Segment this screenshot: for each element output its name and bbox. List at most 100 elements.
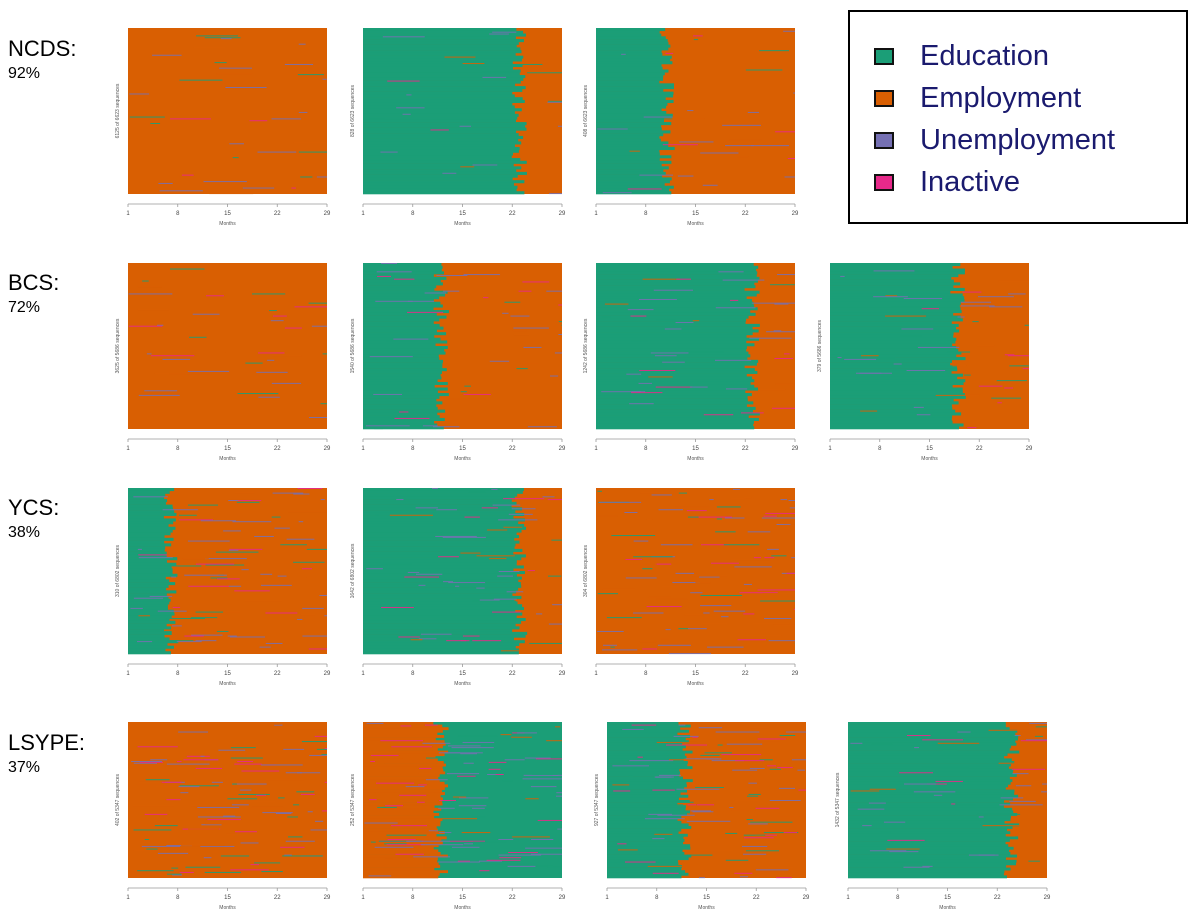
y-axis-label: 3625 of 5686 sequences	[115, 318, 121, 373]
sequence-streak	[399, 411, 409, 413]
sequence-segment	[607, 755, 687, 759]
sequence-bars	[128, 263, 327, 429]
sequence-streak	[698, 877, 705, 879]
sequence-streak	[277, 575, 287, 577]
sequence-streak	[482, 71, 519, 73]
sequence-streak	[655, 776, 674, 778]
sequence-segment	[363, 499, 512, 503]
sequence-streak	[147, 835, 179, 837]
sequence-segment	[607, 815, 682, 819]
sequence-streak	[458, 805, 487, 807]
sequence-segment	[596, 379, 755, 383]
sequence-streak	[395, 853, 424, 855]
sequence-segment	[596, 94, 674, 98]
sequence-streak	[687, 804, 697, 806]
sequence-streak	[144, 813, 168, 815]
sequence-streak	[523, 346, 542, 348]
sequence-streak	[249, 120, 268, 122]
sequence-streak	[597, 593, 619, 595]
sequence-segment	[363, 312, 437, 316]
sequence-streak	[229, 143, 244, 145]
sequence-streak	[661, 585, 682, 587]
sequence-segment	[596, 287, 745, 291]
sequence-streak	[752, 652, 794, 654]
sequence-streak	[300, 793, 315, 795]
sequence-streak	[204, 809, 222, 811]
sequence-segment	[363, 823, 441, 827]
sequence-segment	[363, 828, 438, 832]
sequence-streak	[857, 808, 885, 810]
sequence-segment	[363, 870, 449, 874]
sequence-segment	[848, 755, 1005, 759]
sequence-segment	[128, 548, 165, 552]
sequence-segment	[596, 265, 759, 269]
sequence-segment	[596, 290, 760, 294]
sequence-segment	[363, 593, 513, 597]
sequence-streak	[639, 298, 677, 300]
sequence-streak	[752, 622, 790, 624]
sequence-segment	[596, 30, 660, 34]
sequence-segment	[607, 792, 681, 796]
sequence-streak	[229, 548, 263, 550]
x-tick-label: 15	[692, 211, 699, 217]
sequence-streak	[179, 514, 197, 516]
sequence-streak	[374, 428, 383, 430]
sequence-streak	[698, 727, 723, 729]
sequence-segment	[363, 755, 436, 759]
sequence-streak	[751, 302, 795, 304]
x-tick-label: 29	[559, 671, 566, 677]
sequence-segment	[848, 862, 1016, 866]
sequence-streak	[442, 172, 457, 174]
sequence-streak	[707, 646, 744, 648]
sequence-segment	[596, 177, 672, 181]
sequence-streak	[769, 800, 801, 801]
x-tick-label: 15	[459, 446, 466, 452]
sequence-streak	[612, 784, 630, 786]
sequence-streak	[1007, 355, 1029, 357]
sequence-segment	[596, 155, 672, 159]
sequence-streak	[133, 850, 167, 852]
sequence-streak	[657, 644, 691, 646]
sequence-segment	[363, 794, 441, 798]
sequence-streak	[483, 297, 489, 299]
cohort-name: YCS:	[8, 495, 60, 520]
x-tick-label: 8	[411, 671, 415, 677]
sequence-segment	[363, 318, 440, 322]
sequence-streak	[759, 759, 773, 761]
x-tick-label: 29	[803, 895, 810, 901]
sequence-streak	[448, 582, 486, 584]
sequence-segment	[363, 488, 524, 492]
sequence-streak	[363, 762, 385, 764]
sequence-segment	[128, 518, 176, 522]
sequence-segment	[363, 315, 447, 319]
sequence-streak	[637, 756, 643, 758]
sequence-streak	[692, 575, 728, 577]
sequence-segment	[363, 420, 435, 424]
sequence-segment	[830, 415, 953, 419]
sequence-segment	[128, 579, 170, 583]
sequence-streak	[420, 633, 452, 635]
sequence-segment	[607, 867, 682, 871]
sequence-segment	[607, 823, 689, 827]
sequence-streak	[743, 583, 752, 585]
sequence-segment	[848, 763, 1011, 767]
sequence-streak	[679, 141, 714, 143]
sequence-streak	[779, 735, 796, 736]
sequence-segment	[607, 750, 693, 754]
sequence-streak	[700, 605, 732, 607]
sequence-streak	[391, 746, 432, 748]
sequence-streak	[656, 741, 698, 743]
legend-item-education: Education	[874, 40, 1049, 72]
sequence-streak	[239, 789, 252, 791]
sequence-segment	[848, 737, 1018, 741]
sequence-streak	[721, 754, 762, 756]
sequence-streak	[530, 853, 562, 855]
sequence-streak	[746, 819, 753, 821]
sequence-segment	[363, 77, 524, 81]
sequence-streak	[394, 278, 415, 280]
sequence-streak	[686, 510, 707, 512]
sequence-segment	[848, 823, 1020, 827]
sequence-streak	[166, 844, 206, 846]
sequence-streak	[728, 139, 763, 141]
sequence-streak	[899, 335, 922, 337]
